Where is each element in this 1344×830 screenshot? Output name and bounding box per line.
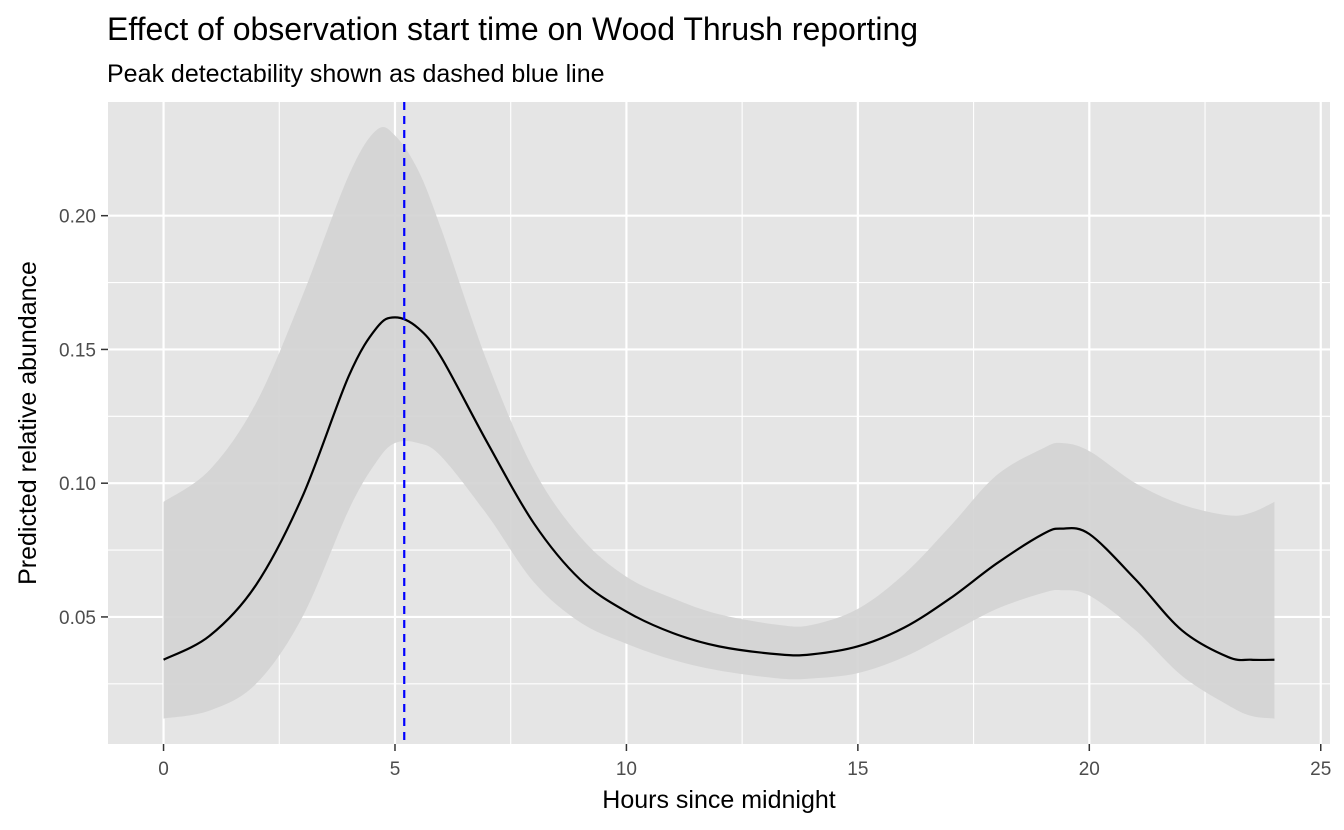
x-tick-label: 20: [1079, 759, 1100, 780]
confidence-ribbon: [163, 127, 1275, 719]
x-axis-ticks: 0 5 10 15 20 25: [158, 744, 1331, 780]
chart-title: Effect of observation start time on Wood…: [107, 11, 918, 47]
x-tick-label: 0: [158, 759, 169, 780]
y-tick-label: 0.20: [59, 207, 96, 228]
x-tick-label: 10: [616, 759, 637, 780]
fitted-line: [163, 316, 1275, 662]
x-axis-title: Hours since midnight: [602, 786, 835, 814]
y-tick-label: 0.15: [59, 340, 96, 361]
y-tick-label: 0.05: [59, 608, 96, 629]
y-tick-label: 0.10: [59, 474, 96, 495]
x-tick-label: 25: [1310, 759, 1331, 780]
x-tick-label: 15: [847, 759, 868, 780]
y-axis-ticks: 0.05 0.10 0.15 0.20: [59, 207, 108, 629]
x-tick-label: 5: [390, 759, 401, 780]
y-axis-title: Predicted relative abundance: [14, 261, 42, 585]
chart-subtitle: Peak detectability shown as dashed blue …: [107, 60, 605, 88]
